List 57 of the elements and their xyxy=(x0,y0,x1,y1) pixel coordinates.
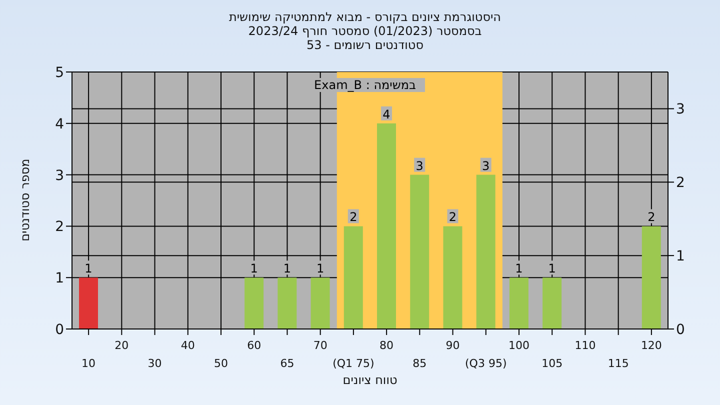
x-tick-label: 80 xyxy=(380,339,394,352)
bar xyxy=(443,226,462,329)
data-label: 3 xyxy=(482,158,490,173)
data-label: 1 xyxy=(283,262,291,276)
chart-title: היסטוגרמת ציונים בקורס - מבוא למתמטיקה שימושית xyxy=(228,10,502,24)
bar xyxy=(476,174,496,329)
x-tick-label: 40 xyxy=(180,339,195,352)
data-label: 2 xyxy=(350,210,358,224)
y-axis-title: מספר סטודנטים xyxy=(18,158,32,244)
y-tick-label: 3 xyxy=(55,168,64,184)
bar xyxy=(410,174,430,329)
y2-tick-label: 0 xyxy=(676,322,685,338)
x-axis-title: טווח ציונים xyxy=(342,373,398,387)
chart-subtitle: בסמסטר (01/2023) סמסטר חורף 2023/24 סטודנטים רשומים - 53 xyxy=(247,24,483,52)
data-label: 1 xyxy=(548,262,556,276)
x-tick-label: 70 xyxy=(313,339,328,352)
bar xyxy=(79,278,98,329)
x-tick-label: 90 xyxy=(446,339,460,352)
data-label: 2 xyxy=(648,210,656,224)
y-tick-label: 0 xyxy=(55,322,64,338)
bar xyxy=(509,278,528,329)
y-tick-label: 4 xyxy=(55,116,64,132)
x-tick-label: 65 xyxy=(280,357,294,370)
data-label: 2 xyxy=(448,210,457,224)
x-tick-label: 110 xyxy=(574,339,596,352)
x-tick-label: 85 xyxy=(412,357,427,370)
x-tick-label: 60 xyxy=(247,339,262,352)
y2-tick-label: 3 xyxy=(676,102,685,118)
y-tick-label: 5 xyxy=(55,64,64,81)
data-label: 1 xyxy=(515,262,523,276)
data-label: 1 xyxy=(316,262,324,276)
x-tick-label: 30 xyxy=(148,357,162,370)
bar xyxy=(344,226,363,329)
data-label: 1 xyxy=(250,262,258,276)
x-tick-label: 50 xyxy=(214,357,228,370)
bar xyxy=(377,123,396,329)
y2-tick-label: 2 xyxy=(676,175,685,192)
x-tick-label: 105 xyxy=(542,357,563,370)
bar xyxy=(642,226,661,329)
x-tick-label: (Q3 95) xyxy=(465,357,507,370)
y-tick-label: 1 xyxy=(55,270,64,287)
data-label: 3 xyxy=(416,158,424,173)
y-tick-label: 2 xyxy=(55,219,64,236)
x-tick-label: 100 xyxy=(508,339,530,352)
annotation: במשימה : Exam_B xyxy=(305,78,425,92)
data-label: 4 xyxy=(382,107,390,122)
bar xyxy=(310,278,330,329)
x-tick-label: (Q1 75) xyxy=(332,357,374,370)
data-label: 1 xyxy=(84,262,92,276)
bar xyxy=(278,278,297,329)
x-tick-label: 120 xyxy=(640,339,662,352)
bar xyxy=(542,278,562,329)
y2-tick-label: 1 xyxy=(676,248,685,265)
x-tick-label: 20 xyxy=(114,339,129,352)
x-tick-label: 115 xyxy=(608,357,629,370)
bar xyxy=(244,278,264,329)
x-tick-label: 10 xyxy=(82,357,96,370)
